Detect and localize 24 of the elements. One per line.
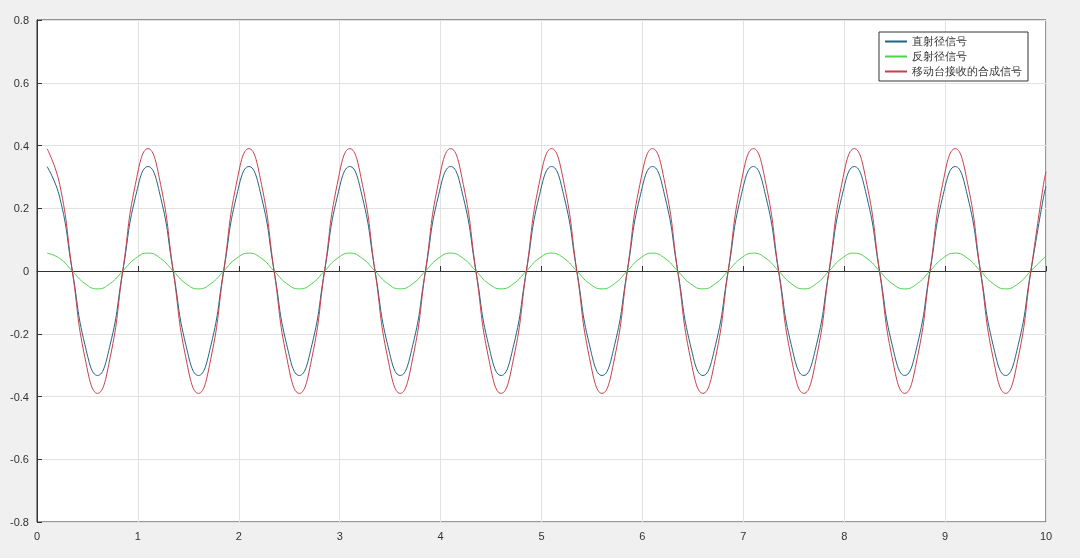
y-tick-label: 0.8: [13, 14, 29, 26]
x-tick-label: 4: [437, 529, 444, 542]
x-tick-label: 9: [942, 529, 949, 542]
y-tick-label: -0.2: [10, 327, 29, 340]
x-tick-label: 5: [538, 529, 545, 542]
legend-label: 反射径信号: [912, 50, 967, 63]
y-tick-label: 0.6: [13, 76, 29, 89]
x-tick-label: 6: [639, 529, 646, 542]
x-tick-label: 8: [841, 529, 848, 542]
x-tick-label: 7: [740, 529, 747, 542]
x-tick-label: 0: [33, 529, 41, 542]
y-tick-label: 0.4: [13, 139, 29, 152]
y-tick-label: 0: [22, 265, 29, 277]
x-tick-label: 1: [134, 529, 141, 542]
x-tick-label: 3: [336, 529, 343, 542]
x-tick-label: 10: [1039, 529, 1053, 542]
legend-label: 移动台接收的合成信号: [912, 65, 1022, 78]
y-tick-label: 0.2: [13, 202, 29, 215]
x-tick-label: 2: [235, 529, 242, 542]
y-tick-label: -0.6: [10, 453, 29, 466]
legend-label: 直射径信号: [912, 35, 967, 48]
y-tick-label: -0.4: [10, 390, 29, 403]
y-tick-label: -0.8: [10, 516, 29, 528]
line-series: [46, 252, 1047, 290]
